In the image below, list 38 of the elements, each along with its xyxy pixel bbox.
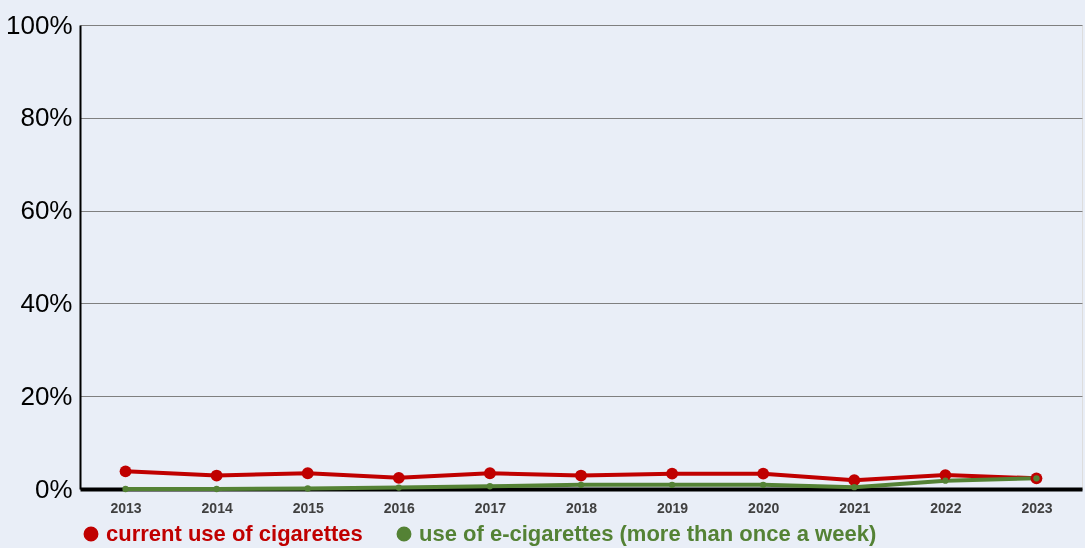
y-tick-label: 100%	[6, 9, 73, 40]
point	[392, 471, 405, 484]
point	[577, 481, 585, 488]
point	[757, 467, 770, 480]
y-tick-label: 0%	[34, 473, 73, 504]
y-tick-label: 40%	[20, 287, 73, 318]
x-tick-label: 2013	[110, 499, 142, 516]
point	[119, 465, 132, 478]
point	[210, 469, 223, 482]
point	[486, 483, 494, 490]
point	[575, 469, 587, 482]
point	[942, 477, 949, 484]
point	[666, 467, 679, 480]
x-tick-label: 2016	[383, 499, 416, 516]
x-tick-label: 2018	[565, 499, 598, 516]
point	[668, 481, 676, 488]
point	[483, 467, 496, 480]
point	[760, 481, 767, 488]
legend-label: use of e-cigarettes (more than once a week)	[419, 521, 877, 546]
point	[304, 485, 311, 492]
y-tick-label: 80%	[20, 102, 73, 133]
point	[395, 484, 402, 491]
x-tick-label: 2017	[474, 499, 507, 516]
x-tick-label: 2022	[930, 499, 962, 516]
y-tick-label: 20%	[20, 380, 73, 411]
x-tick-label: 2023	[1021, 499, 1053, 516]
x-tick-label: 2014	[201, 499, 233, 516]
x-tick-label: 2021	[839, 499, 871, 516]
legend-label: current use of cigarettes	[106, 521, 363, 546]
x-tick-label: 2015	[292, 499, 325, 516]
x-tick-label: 2020	[748, 499, 780, 516]
point	[851, 483, 858, 491]
point	[122, 485, 129, 493]
point	[301, 467, 314, 480]
point	[848, 474, 861, 487]
y-tick-label: 60%	[20, 195, 73, 226]
x-tick-label: 2019	[657, 499, 689, 516]
point	[213, 485, 220, 493]
